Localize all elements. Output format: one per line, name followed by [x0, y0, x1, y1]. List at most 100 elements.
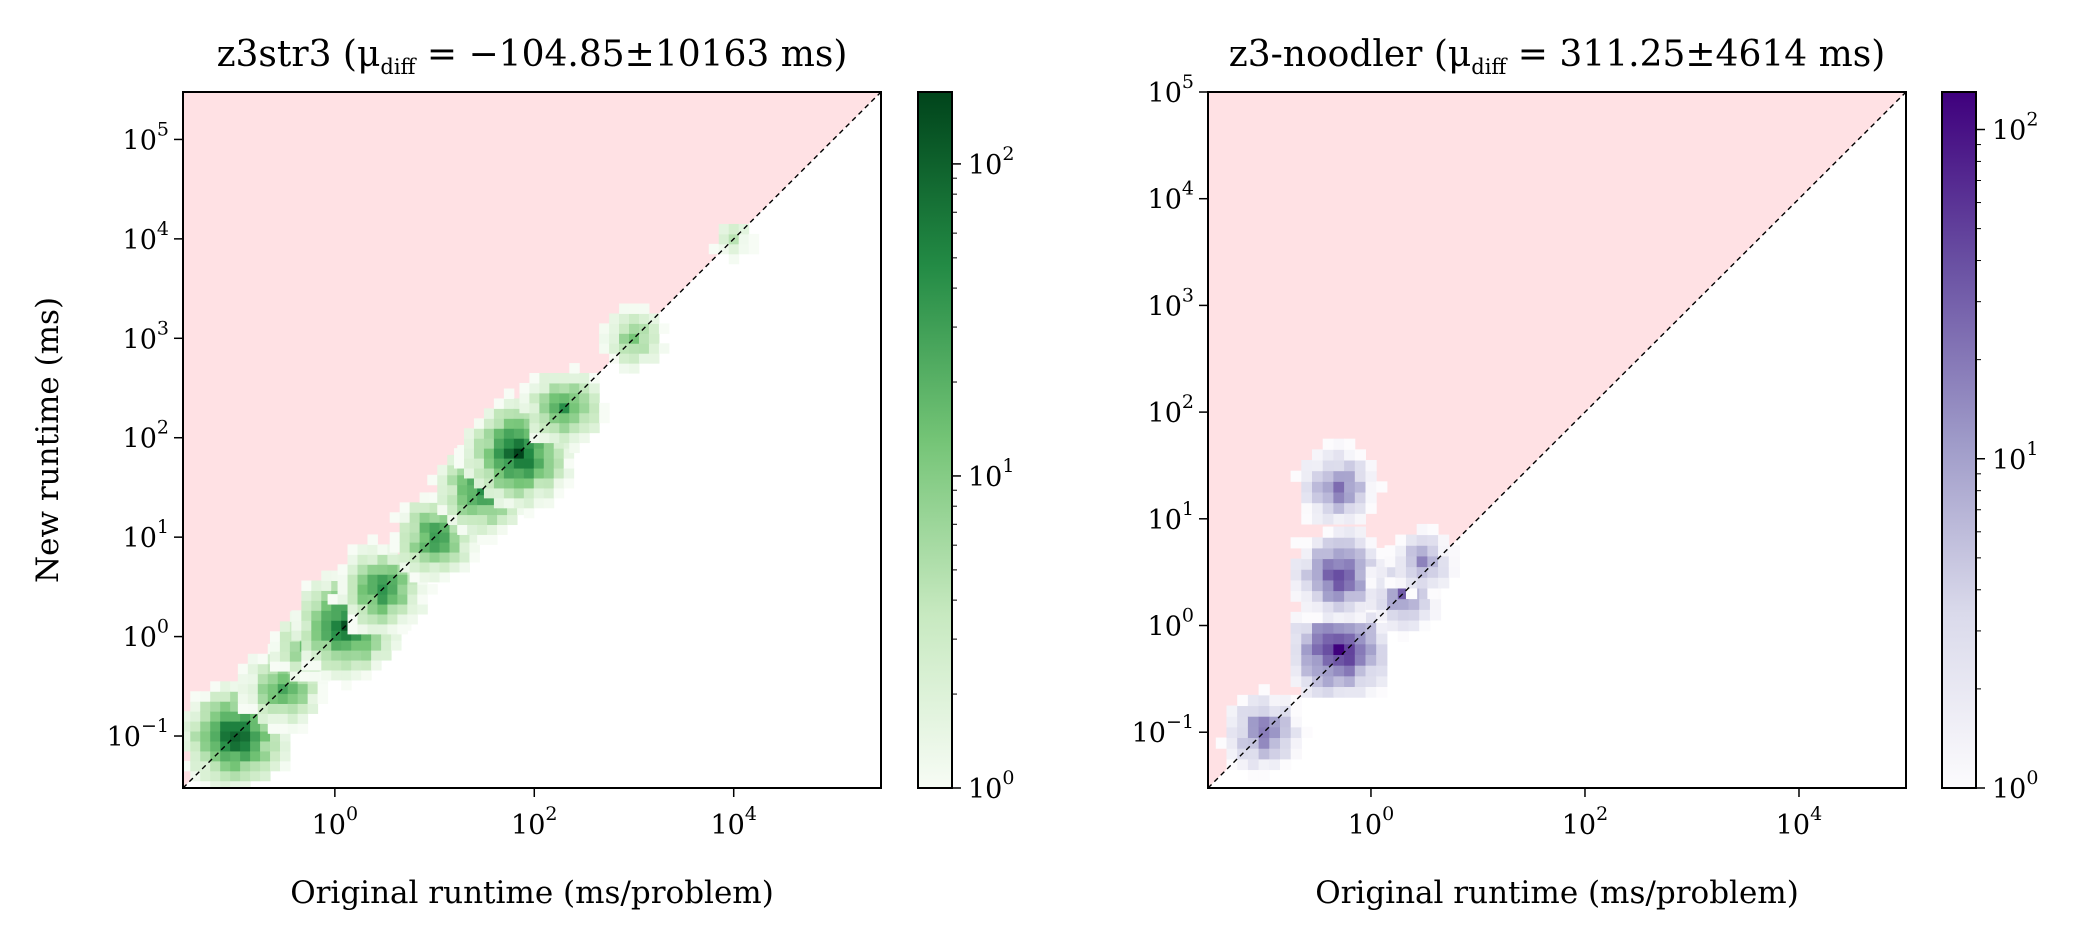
heatmap-cell [1269, 758, 1281, 771]
heatmap-cell [1311, 686, 1324, 698]
heatmap-cell [409, 571, 421, 583]
heatmap-cell [599, 402, 610, 414]
heatmap-cell [457, 514, 468, 526]
heatmap-cell [1322, 675, 1334, 688]
heatmap-cell [210, 691, 221, 702]
heatmap-cell [1301, 537, 1313, 549]
heatmap-cell [589, 422, 600, 434]
heatmap-cell [269, 641, 281, 652]
heatmap-cell [389, 512, 401, 523]
heatmap-cell [317, 683, 329, 695]
heatmap-cell [493, 398, 505, 409]
heatmap-cell [439, 562, 451, 573]
heatmap-cell [1354, 611, 1366, 624]
heatmap-cell [619, 303, 630, 314]
heatmap-cell [291, 610, 302, 621]
heatmap-cell [409, 512, 421, 523]
heatmap-cell [473, 477, 485, 489]
heatmap-cell [389, 532, 401, 543]
heatmap-cell [321, 650, 332, 661]
heatmap-cell [658, 343, 670, 354]
heatmap-cell [1301, 470, 1313, 482]
heatmap-cell [579, 402, 590, 414]
heatmap-cell [523, 428, 535, 439]
heatmap-cell [371, 650, 382, 661]
heatmap-cell [270, 750, 281, 762]
y-tick-label: 10−1 [107, 715, 169, 753]
heatmap-cell [469, 532, 480, 543]
heatmap-cell [449, 532, 460, 543]
heatmap-cell [237, 693, 249, 704]
heatmap-cell [1311, 665, 1324, 677]
z3str3-heatmap-panel: 100 102 104 10−1 100 101 102 103 104 105 z3str3 (μ… [30, 34, 1014, 911]
heatmap-cell [463, 428, 475, 439]
heatmap-cell [503, 477, 515, 489]
heatmap-cell [1258, 726, 1270, 739]
heatmap-cell [321, 590, 332, 601]
heatmap-cell [357, 544, 368, 555]
heatmap-cell [473, 438, 485, 449]
heatmap-cell [1280, 726, 1292, 739]
heatmap-cell [417, 594, 428, 605]
heatmap-cell [417, 584, 428, 595]
heatmap-cell [559, 392, 570, 404]
y-tick-label: 103 [1148, 284, 1194, 322]
heatmap-cell [280, 740, 291, 752]
heatmap-cell [599, 412, 610, 424]
heatmap-cell [1344, 438, 1356, 450]
heatmap-cell [407, 614, 418, 625]
heatmap-cell [200, 780, 211, 788]
chart-title: z3str3 (μdiff = −104.85±10163 ms) [217, 34, 848, 79]
heatmap-cell [267, 683, 279, 695]
heatmap-cell [718, 223, 730, 235]
heatmap-cell [377, 594, 388, 605]
heatmap-cell [457, 474, 468, 486]
heatmap-cell [487, 504, 498, 516]
chart-title-main: z3str3 (μ [217, 34, 381, 75]
heatmap-cell [1344, 633, 1356, 645]
heatmap-cell [473, 468, 485, 479]
y-tick-label: 102 [1148, 391, 1194, 429]
heatmap-cell [1448, 545, 1460, 557]
heatmap-cell [543, 477, 555, 489]
heatmap-cell [1311, 590, 1324, 602]
heatmap-cell [1237, 705, 1249, 717]
heatmap-cell [200, 750, 211, 762]
heatmap-cell [391, 640, 402, 651]
heatmap-cell [1226, 705, 1238, 717]
heatmap-cell [190, 701, 201, 712]
heatmap-cell [523, 468, 535, 479]
heatmap-cell [589, 412, 600, 424]
heatmap-cell [387, 594, 398, 605]
heatmap-cell [493, 497, 505, 509]
heatmap-cell [513, 438, 525, 449]
heatmap-cell [1247, 769, 1260, 781]
heatmap-cell [220, 770, 231, 782]
heatmap-cell [321, 660, 332, 671]
heatmap-cell [399, 562, 411, 573]
heatmap-cell [1311, 643, 1324, 656]
heatmap-cell [279, 641, 291, 652]
heatmap-cell [629, 313, 640, 324]
heatmap-cell [1322, 611, 1334, 624]
heatmap-cell [1226, 748, 1238, 760]
heatmap-cell [1226, 726, 1238, 739]
heatmap-cell [230, 780, 241, 788]
heatmap-cell [1290, 558, 1302, 570]
heatmap-cell [347, 564, 358, 575]
heatmap-cell [533, 448, 545, 459]
heatmap-cell [1344, 622, 1356, 634]
heatmap-cell [341, 640, 352, 651]
heatmap-cell [1301, 654, 1313, 666]
heatmap-cell [280, 750, 291, 762]
heatmap-cell [289, 671, 301, 682]
heatmap-cell [1365, 665, 1377, 677]
heatmap-cell [517, 504, 528, 516]
heatmap-cell [341, 610, 352, 621]
heatmap-cell [260, 721, 271, 732]
heatmap-cell [230, 681, 241, 692]
heatmap-cell [513, 408, 525, 419]
heatmap-cell [1344, 526, 1356, 538]
heatmap-cell [1333, 611, 1345, 624]
heatmap-cell [1301, 481, 1313, 493]
